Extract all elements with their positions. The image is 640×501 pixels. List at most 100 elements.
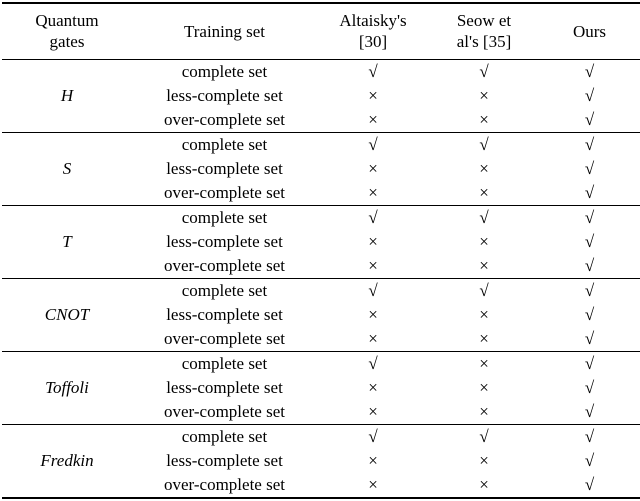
altaisky-mark: ×	[368, 182, 378, 202]
gate-name: CNOT	[2, 277, 132, 351]
table-row: less-complete set × × √	[2, 449, 640, 473]
ours-mark: √	[584, 401, 595, 421]
seow-mark: √	[479, 61, 489, 81]
training-set-cell: complete set	[132, 423, 317, 449]
ours-mark: √	[584, 304, 595, 324]
table-row: less-complete set × × √	[2, 376, 640, 400]
altaisky-mark: ×	[368, 231, 378, 251]
ours-mark: √	[539, 277, 640, 303]
ours-mark: √	[584, 182, 595, 202]
training-set-cell: less-complete set	[166, 85, 283, 105]
table-row: Toffoli complete set √ × √	[2, 350, 640, 424]
seow-mark: ×	[479, 85, 489, 105]
training-set-cell: less-complete set	[166, 377, 283, 397]
training-set-cell: complete set	[132, 350, 317, 376]
training-set-cell: over-complete set	[164, 255, 285, 275]
table-row: over-complete set × × √	[2, 254, 640, 279]
seow-mark: √	[429, 423, 539, 449]
ours-mark: √	[539, 423, 640, 449]
training-set-cell: over-complete set	[164, 109, 285, 129]
ours-mark: √	[584, 377, 595, 397]
gate-name: S	[2, 131, 132, 205]
ours-mark: √	[584, 109, 595, 129]
ours-mark: √	[584, 158, 595, 178]
header-quantum-gates: Quantum gates	[2, 3, 132, 60]
ours-mark: √	[584, 85, 595, 105]
altaisky-mark: ×	[368, 109, 378, 129]
seow-mark: ×	[479, 255, 489, 275]
training-set-cell: complete set	[132, 131, 317, 157]
ours-mark: √	[584, 450, 595, 470]
training-set-cell: less-complete set	[166, 304, 283, 324]
table-row: less-complete set × × √	[2, 84, 640, 108]
ours-mark: √	[584, 255, 595, 275]
ours-mark: √	[584, 231, 595, 251]
seow-mark: ×	[479, 158, 489, 178]
altaisky-mark: ×	[368, 377, 378, 397]
ours-mark: √	[584, 328, 595, 348]
seow-mark: ×	[479, 109, 489, 129]
seow-mark: ×	[479, 474, 489, 494]
altaisky-mark: ×	[368, 255, 378, 275]
table-row: over-complete set × × √	[2, 473, 640, 498]
altaisky-mark: ×	[368, 85, 378, 105]
seow-mark: ×	[479, 450, 489, 470]
altaisky-mark: ×	[368, 450, 378, 470]
table-row: CNOT complete set √ √ √	[2, 277, 640, 351]
seow-mark: ×	[479, 304, 489, 324]
seow-mark: ×	[479, 328, 489, 348]
gate-name: Toffoli	[2, 350, 132, 424]
altaisky-mark: √	[317, 423, 429, 449]
altaisky-mark: ×	[368, 401, 378, 421]
header-row: Quantum gates Training set Altaisky's [3…	[2, 3, 640, 60]
ours-mark: √	[539, 350, 640, 376]
seow-mark: ×	[479, 377, 489, 397]
table-row: over-complete set × × √	[2, 181, 640, 206]
altaisky-mark: √	[317, 350, 429, 376]
seow-mark: ×	[479, 231, 489, 251]
altaisky-mark: √	[317, 204, 429, 230]
header-altaisky: Altaisky's [30]	[317, 3, 429, 60]
seow-mark: ×	[479, 401, 489, 421]
header-seow: Seow et al's [35]	[429, 3, 539, 60]
gate-name: H	[60, 85, 74, 105]
table-row: less-complete set × × √	[2, 303, 640, 327]
training-set-cell: complete set	[181, 61, 268, 81]
table-row: over-complete set × × √	[2, 327, 640, 352]
altaisky-mark: ×	[368, 158, 378, 178]
altaisky-mark: √	[317, 131, 429, 157]
ours-mark: √	[584, 474, 595, 494]
training-set-cell: less-complete set	[166, 158, 283, 178]
seow-mark: √	[429, 277, 539, 303]
table-row: less-complete set × × √	[2, 230, 640, 254]
training-set-cell: complete set	[132, 277, 317, 303]
header-training-set: Training set	[132, 3, 317, 60]
training-set-cell: over-complete set	[164, 182, 285, 202]
altaisky-mark: ×	[368, 304, 378, 324]
altaisky-mark: ×	[368, 474, 378, 494]
altaisky-mark: √	[368, 61, 378, 81]
ours-mark: √	[584, 61, 595, 81]
training-set-cell: less-complete set	[166, 450, 283, 470]
header-ours: Ours	[539, 3, 640, 60]
table-row: Fredkin complete set √ √ √	[2, 423, 640, 498]
training-set-cell: less-complete set	[166, 231, 283, 251]
seow-mark: √	[429, 131, 539, 157]
seow-mark: ×	[479, 182, 489, 202]
table-row: less-complete set × × √	[2, 157, 640, 181]
table-row: over-complete set × × √	[2, 400, 640, 425]
altaisky-mark: ×	[368, 328, 378, 348]
training-set-cell: over-complete set	[164, 328, 285, 348]
training-set-cell: over-complete set	[164, 401, 285, 421]
table-row: over-complete set × × √	[2, 108, 640, 133]
seow-mark: √	[429, 204, 539, 230]
gate-name: Fredkin	[2, 423, 132, 498]
training-set-cell: complete set	[132, 204, 317, 230]
gate-name: T	[2, 204, 132, 278]
seow-mark: ×	[429, 350, 539, 376]
ours-mark: √	[539, 131, 640, 157]
